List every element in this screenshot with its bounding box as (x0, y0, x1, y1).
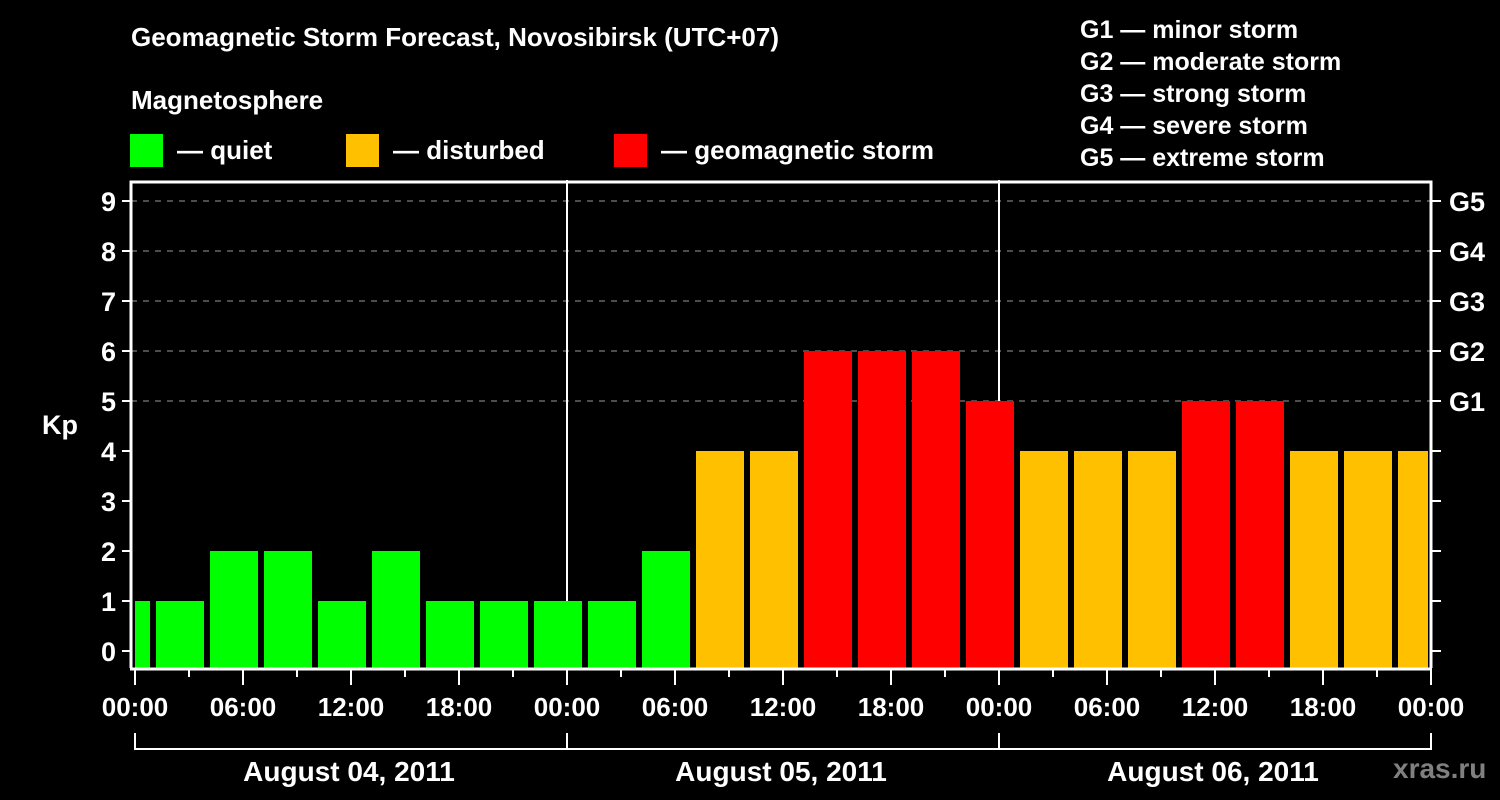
kp-bar (912, 351, 960, 668)
legend-item-quiet: — quiet (130, 133, 272, 167)
y-axis: 0 1 2 3 4 5 6 7 8 9 (101, 187, 131, 667)
g-scale-label: G3 (1449, 287, 1485, 317)
y-tick-label: 7 (101, 287, 116, 317)
y-tick-label: 2 (101, 537, 116, 567)
kp-bar (588, 601, 636, 668)
storm-swatch (614, 133, 647, 167)
y-tick-label: 8 (101, 237, 116, 267)
kp-bar (750, 451, 798, 668)
y-tick-label: 5 (101, 387, 116, 417)
disturbed-swatch (346, 133, 379, 167)
date-label: August 04, 2011 (243, 756, 455, 787)
g-scale-label: G4 (1449, 237, 1485, 267)
y-tick-label: 9 (101, 187, 116, 217)
legend-item-disturbed: — disturbed (346, 133, 545, 167)
g-scale-g3: G3 — strong storm (1080, 80, 1307, 108)
y-tick-label: 4 (101, 437, 116, 467)
x-tick-label: 12:00 (1182, 692, 1249, 722)
x-tick-label: 00:00 (1398, 692, 1465, 722)
x-tick-label: 18:00 (1290, 692, 1357, 722)
date-label: August 05, 2011 (675, 756, 887, 787)
g-scale-label: G1 (1449, 387, 1485, 417)
kp-bar (264, 551, 312, 668)
date-brackets: August 04, 2011 August 05, 2011 August 06,… (134, 733, 1432, 787)
x-tick-label: 00:00 (534, 692, 601, 722)
g-scale-g1: G1 — minor storm (1080, 16, 1299, 44)
g-scale-axis: G1 G2 G3 G4 G5 (1431, 187, 1485, 652)
kp-bar (534, 601, 582, 668)
kp-bar (1020, 451, 1068, 668)
plot-border (129, 180, 1433, 668)
kp-bar (696, 451, 744, 668)
kp-bar (318, 601, 366, 668)
x-tick-label: 18:00 (426, 692, 493, 722)
y-axis-label: Kp (42, 410, 78, 440)
legend-label-quiet: — quiet (177, 134, 273, 165)
kp-bar (804, 351, 852, 668)
y-tick-label: 3 (101, 487, 116, 517)
kp-bar (1290, 451, 1338, 668)
legend-item-storm: — geomagnetic storm (614, 133, 934, 167)
g-scale-g2: G2 — moderate storm (1080, 48, 1342, 76)
x-tick-label: 06:00 (642, 692, 709, 722)
kp-bar (1398, 451, 1428, 668)
x-tick-label: 06:00 (1074, 692, 1141, 722)
x-tick-label: 00:00 (966, 692, 1033, 722)
kp-bars (135, 351, 1428, 668)
x-tick-label: 00:00 (102, 692, 169, 722)
g-scale-g4: G4 — severe storm (1080, 112, 1308, 140)
kp-bar (966, 401, 1014, 668)
kp-bar (156, 601, 204, 668)
quiet-swatch (130, 133, 163, 167)
kp-bar (135, 601, 150, 668)
kp-bar (642, 551, 690, 668)
y-tick-label: 0 (101, 637, 116, 667)
kp-bar (1344, 451, 1392, 668)
date-label: August 06, 2011 (1107, 756, 1319, 787)
legend-label-disturbed: — disturbed (393, 134, 545, 165)
kp-bar (1236, 401, 1284, 668)
g-scale-label: G2 (1449, 337, 1485, 367)
y-tick-label: 6 (101, 337, 116, 367)
watermark: xras.ru (1393, 753, 1487, 784)
kp-bar (426, 601, 474, 668)
legend-label-storm: — geomagnetic storm (661, 134, 935, 165)
chart-title: Geomagnetic Storm Forecast, Novosibirsk … (131, 22, 780, 52)
kp-bar (210, 551, 258, 668)
g-scale-g5: G5 — extreme storm (1080, 144, 1325, 172)
x-tick-label: 06:00 (210, 692, 277, 722)
x-tick-label: 12:00 (318, 692, 385, 722)
kp-bar (1128, 451, 1176, 668)
kp-bar (372, 551, 420, 668)
kp-bar (1074, 451, 1122, 668)
kp-bar (480, 601, 528, 668)
legend-heading: Magnetosphere (131, 85, 324, 115)
x-tick-label: 18:00 (858, 692, 925, 722)
x-axis: 00:00 06:00 12:00 18:00 00:00 06:00 12:00 18:00… (102, 669, 1465, 722)
kp-bar (858, 351, 906, 668)
g-scale-legend: G1 — minor storm G2 — moderate storm G3 … (1080, 14, 1341, 174)
gridlines (131, 200, 1431, 402)
x-tick-label: 12:00 (750, 692, 817, 722)
kp-bar (1182, 401, 1230, 668)
g-scale-label: G5 (1449, 187, 1485, 217)
y-tick-label: 1 (101, 587, 116, 617)
